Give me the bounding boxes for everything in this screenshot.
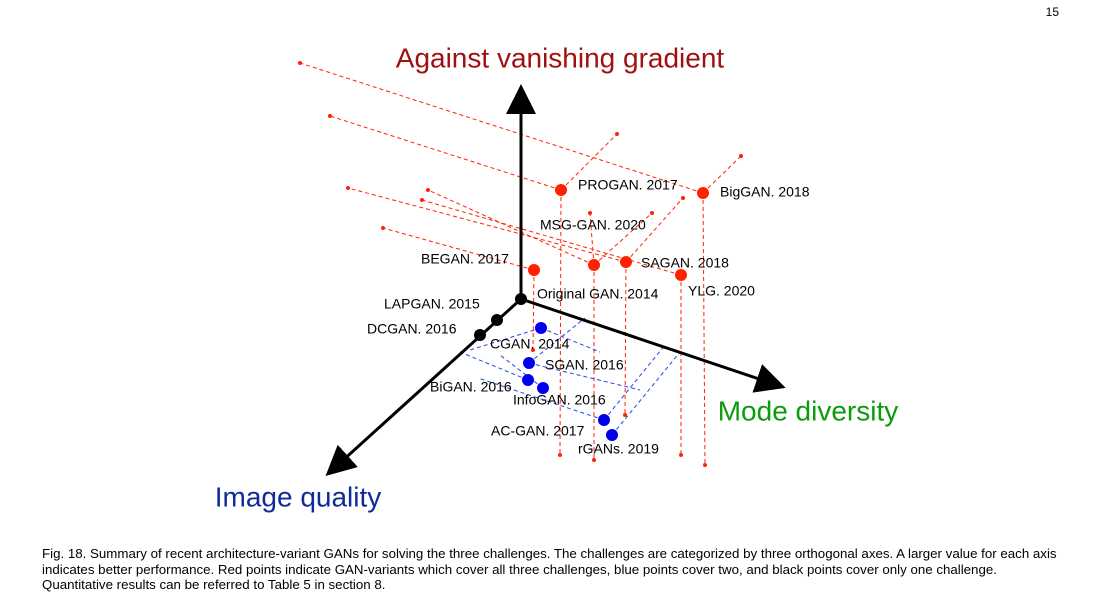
point-label: rGANs. 2019 bbox=[578, 441, 659, 457]
point bbox=[555, 184, 567, 196]
point bbox=[515, 293, 527, 305]
point-label: YLG. 2020 bbox=[688, 283, 755, 299]
guide-line bbox=[427, 189, 595, 266]
point bbox=[606, 429, 618, 441]
point bbox=[523, 357, 535, 369]
guide-line bbox=[540, 327, 601, 353]
guide-line bbox=[299, 62, 704, 194]
axis-title: Image quality bbox=[215, 481, 382, 512]
guide-end bbox=[420, 198, 424, 202]
guide-end bbox=[346, 186, 350, 190]
guide-line bbox=[559, 189, 562, 456]
guide-line bbox=[625, 197, 684, 263]
guide-end bbox=[739, 154, 743, 158]
point bbox=[620, 256, 632, 268]
figure: Against vanishing gradient Mode diversit… bbox=[215, 42, 899, 512]
guide-line bbox=[459, 351, 529, 381]
point-label: InfoGAN. 2016 bbox=[513, 392, 606, 408]
guide-end bbox=[650, 211, 654, 215]
point-label: PROGAN. 2017 bbox=[578, 177, 678, 193]
guide-lines bbox=[298, 61, 743, 467]
point bbox=[588, 259, 600, 271]
point bbox=[675, 269, 687, 281]
axis-depth bbox=[325, 297, 523, 477]
point bbox=[697, 187, 709, 199]
guide-line bbox=[611, 351, 681, 436]
guide-line bbox=[469, 327, 542, 351]
page-number: 15 bbox=[1045, 5, 1059, 19]
guide-end bbox=[328, 114, 332, 118]
guide-line bbox=[499, 354, 544, 389]
guide-end bbox=[426, 188, 430, 192]
guide-end bbox=[592, 458, 596, 462]
guide-line bbox=[382, 227, 535, 271]
axis-title: Mode diversity bbox=[718, 395, 899, 426]
guide-end bbox=[615, 132, 619, 136]
point-label: MSG-GAN. 2020 bbox=[540, 217, 646, 233]
guide-line bbox=[603, 344, 666, 421]
guide-end bbox=[681, 196, 685, 200]
point bbox=[528, 264, 540, 276]
guide-line bbox=[528, 317, 586, 364]
guide-end bbox=[703, 463, 707, 467]
guide-end bbox=[531, 348, 535, 352]
axis-horizontal bbox=[520, 297, 786, 393]
guide-line bbox=[528, 362, 641, 391]
guide-end bbox=[298, 61, 302, 65]
point-label: SAGAN. 2018 bbox=[641, 255, 729, 271]
guide-line bbox=[593, 212, 653, 266]
guide-line bbox=[560, 133, 618, 191]
point-label: BigGAN. 2018 bbox=[720, 184, 810, 200]
point bbox=[537, 382, 549, 394]
point-label: LAPGAN. 2015 bbox=[384, 296, 480, 312]
point bbox=[474, 329, 486, 341]
point-label: BEGAN. 2017 bbox=[421, 251, 509, 267]
point-label: AC-GAN. 2017 bbox=[491, 423, 585, 439]
axis-title: Against vanishing gradient bbox=[396, 42, 725, 73]
point bbox=[535, 322, 547, 334]
guide-line bbox=[329, 115, 562, 191]
guide-line bbox=[421, 199, 682, 276]
point-label: SGAN. 2016 bbox=[545, 357, 624, 373]
guide-end bbox=[679, 453, 683, 457]
guide-end bbox=[558, 453, 562, 457]
point bbox=[522, 374, 534, 386]
guide-line bbox=[702, 192, 706, 466]
guide-line bbox=[589, 212, 595, 266]
point bbox=[598, 414, 610, 426]
guide-line bbox=[702, 155, 742, 194]
guide-line bbox=[477, 377, 605, 421]
point bbox=[491, 314, 503, 326]
point-label: Original GAN. 2014 bbox=[537, 286, 659, 302]
caption: Fig. 18. Summary of recent architecture-… bbox=[42, 546, 1057, 592]
guide-end bbox=[381, 226, 385, 230]
point-label: DCGAN. 2016 bbox=[367, 321, 457, 337]
guide-end bbox=[623, 413, 627, 417]
point-label: BiGAN. 2016 bbox=[430, 379, 512, 395]
guide-line bbox=[347, 187, 627, 263]
point-label: CGAN. 2014 bbox=[490, 336, 570, 352]
guide-line bbox=[624, 261, 627, 416]
guide-end bbox=[588, 211, 592, 215]
guide-line bbox=[532, 269, 535, 351]
